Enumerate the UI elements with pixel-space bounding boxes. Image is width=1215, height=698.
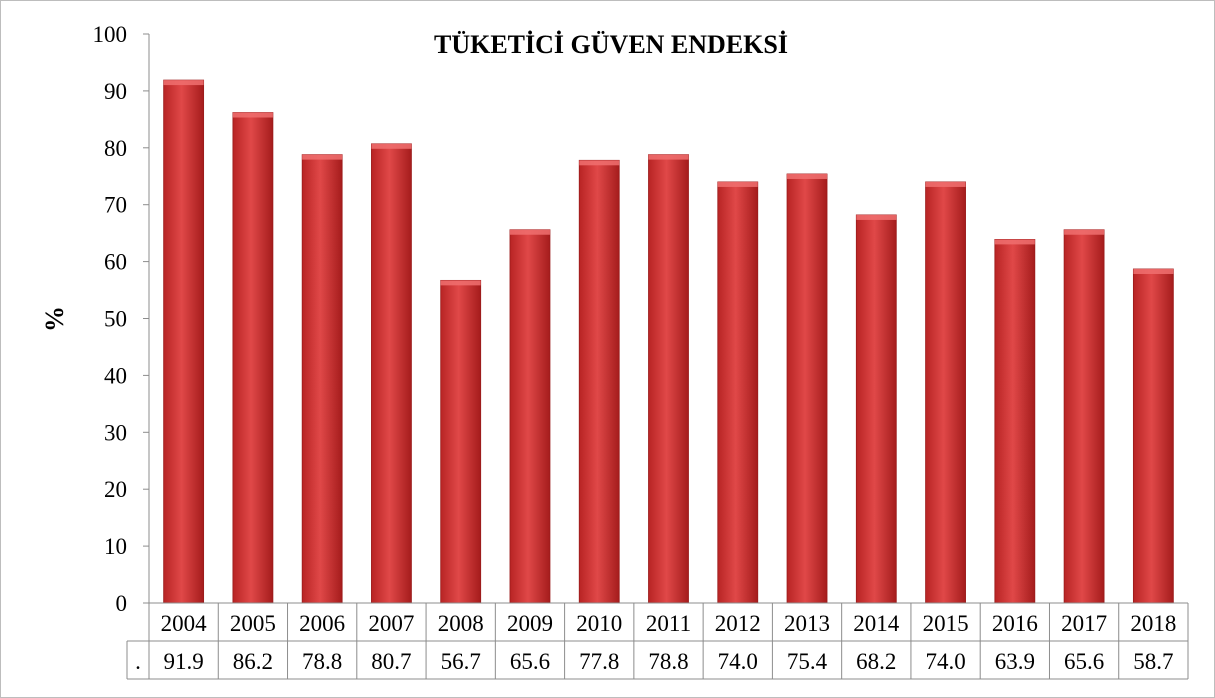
category-label-2009: 2009: [507, 611, 553, 636]
category-label-2011: 2011: [646, 611, 691, 636]
bar-cap: [579, 160, 620, 166]
axes: 0 10 20 30 40 50 60 70 80 90 100: [93, 22, 150, 616]
bar-2018: [1132, 268, 1174, 604]
category-label-2010: 2010: [576, 611, 622, 636]
value-label-2011: 78.8: [648, 649, 688, 674]
bar-body: [509, 229, 551, 604]
bar-body: [648, 154, 689, 604]
bar-2004: [163, 79, 205, 604]
category-label-2006: 2006: [299, 611, 345, 636]
bar-2005: [232, 112, 274, 604]
value-label-2010: 77.8: [579, 649, 619, 674]
value-label-2008: 56.7: [441, 649, 481, 674]
bar-body: [925, 181, 966, 604]
bar-2009: [509, 229, 551, 604]
bar-cap: [1064, 229, 1105, 235]
bar-body: [994, 239, 1036, 604]
category-label-2014: 2014: [853, 611, 900, 636]
bar-cap: [787, 173, 828, 179]
bar-body: [371, 143, 412, 604]
value-label-2016: 63.9: [995, 649, 1035, 674]
y-tick-label: 80: [104, 136, 127, 161]
category-label-2008: 2008: [438, 611, 484, 636]
value-label-2006: 78.8: [302, 649, 342, 674]
bar-cap: [163, 80, 204, 86]
y-tick-label: 90: [104, 79, 127, 104]
category-label-2015: 2015: [923, 611, 969, 636]
category-label-2004: 2004: [161, 611, 208, 636]
bar-2012: [717, 181, 759, 604]
value-label-2005: 86.2: [233, 649, 273, 674]
category-label-2017: 2017: [1061, 611, 1107, 636]
bar-cap: [856, 214, 897, 220]
bar-cap: [1133, 268, 1174, 274]
y-tick-label: 60: [104, 250, 127, 275]
bar-cap: [302, 154, 343, 160]
bar-2007: [371, 143, 412, 604]
y-tick-label: 100: [93, 22, 128, 47]
bar-cap: [509, 229, 550, 235]
bar-2013: [786, 173, 828, 604]
data-table: 2004 2005 2006 2007 2008 2009 2010 2011 2012 2013…: [126, 602, 1189, 680]
bar-2016: [994, 239, 1036, 604]
value-label-2015: 74.0: [925, 649, 965, 674]
bar-body: [232, 112, 274, 604]
bar-body: [440, 279, 482, 604]
category-label-2012: 2012: [715, 611, 761, 636]
y-tick-label: 0: [116, 591, 128, 616]
bar-cap: [648, 154, 689, 160]
bar-2015: [925, 181, 966, 604]
bar-cap: [717, 181, 758, 187]
value-label-2017: 65.6: [1064, 649, 1104, 674]
table-row-key: .: [135, 649, 141, 674]
bar-2010: [578, 159, 620, 604]
bar-body: [1132, 268, 1174, 604]
category-label-2005: 2005: [230, 611, 276, 636]
bars: [163, 79, 1174, 604]
y-axis-label: %: [40, 306, 69, 332]
bar-body: [855, 214, 897, 604]
category-label-2007: 2007: [368, 611, 414, 636]
category-label-2013: 2013: [784, 611, 830, 636]
y-tick-label: 50: [104, 307, 127, 332]
bar-body: [717, 181, 759, 604]
bar-2006: [301, 154, 343, 604]
y-tick-label: 10: [104, 534, 127, 559]
bar-2011: [648, 154, 689, 604]
y-tick-label: 20: [104, 477, 127, 502]
bar-body: [1063, 229, 1105, 604]
chart-title: TÜKETİCİ GÜVEN ENDEKSİ: [434, 30, 788, 59]
bar-body: [163, 79, 205, 604]
bar-cap: [440, 280, 481, 286]
bar-cap: [925, 181, 966, 187]
y-tick-label: 70: [104, 193, 127, 218]
bar-body: [786, 173, 828, 604]
bar-2008: [440, 279, 482, 604]
value-label-2012: 74.0: [718, 649, 758, 674]
category-label-2018: 2018: [1130, 611, 1176, 636]
value-label-2014: 68.2: [856, 649, 896, 674]
bar-cap: [994, 239, 1035, 245]
value-label-2007: 80.7: [371, 649, 411, 674]
value-label-2009: 65.6: [510, 649, 550, 674]
value-label-2004: 91.9: [164, 649, 204, 674]
value-label-2018: 58.7: [1133, 649, 1173, 674]
category-label-2016: 2016: [992, 611, 1038, 636]
y-tick-label: 30: [104, 420, 127, 445]
y-tick-label: 40: [104, 363, 127, 388]
bar-cap: [232, 112, 273, 118]
bar-2014: [855, 214, 897, 604]
bar-body: [301, 154, 343, 604]
bar-2017: [1063, 229, 1105, 604]
bar-cap: [371, 143, 412, 149]
bar-body: [578, 159, 620, 604]
value-label-2013: 75.4: [787, 649, 828, 674]
